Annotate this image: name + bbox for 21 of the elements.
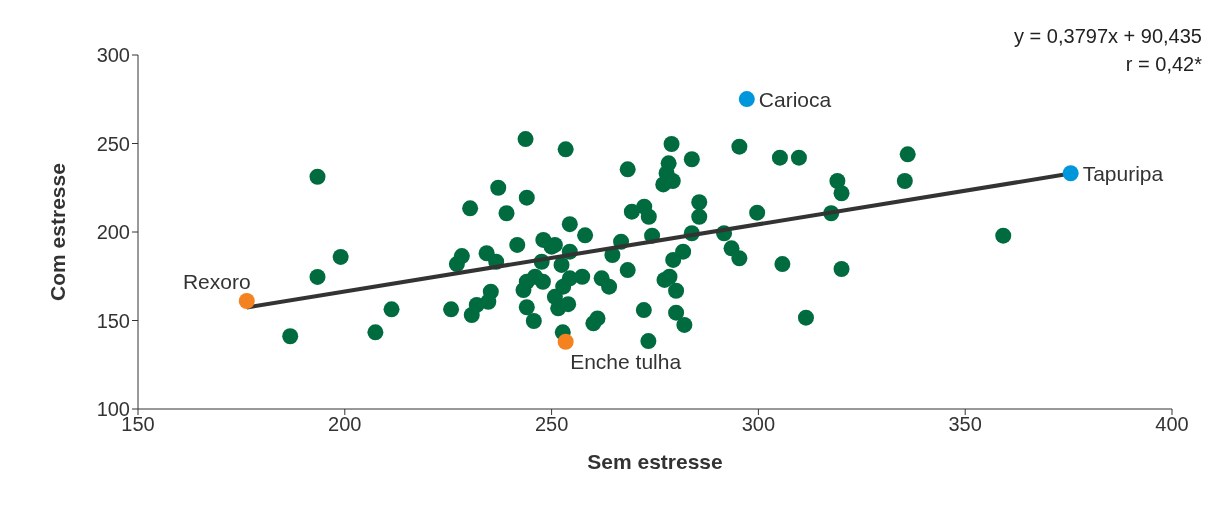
x-tick-label: 300: [741, 413, 776, 436]
point: [557, 333, 574, 350]
point: [1062, 165, 1079, 182]
annotation: Tapuripa: [1082, 161, 1164, 185]
text: y = 0,3797x + 90,435: [1014, 24, 1202, 49]
y-tick-label: 200: [96, 221, 130, 244]
x-tick-label: 200: [328, 413, 362, 436]
y-axis-title: Com estresse: [46, 163, 70, 301]
point: [238, 293, 255, 310]
x-tick-label: 400: [1155, 413, 1189, 436]
annotation: Enche tulha: [570, 349, 682, 373]
annotation: Rexoro: [182, 270, 251, 294]
x-tick-label: 250: [534, 413, 569, 436]
annotation: Carioca: [758, 87, 832, 111]
annotation: r = 0,42*: [1124, 52, 1202, 77]
y-tick-label: 300: [96, 44, 130, 67]
x-axis-title: Sem estresse: [587, 450, 723, 473]
y-tick-label: 250: [96, 132, 130, 155]
y-tick-label: 150: [96, 309, 130, 332]
point: [738, 91, 755, 108]
x-tick-label: 350: [948, 413, 982, 436]
